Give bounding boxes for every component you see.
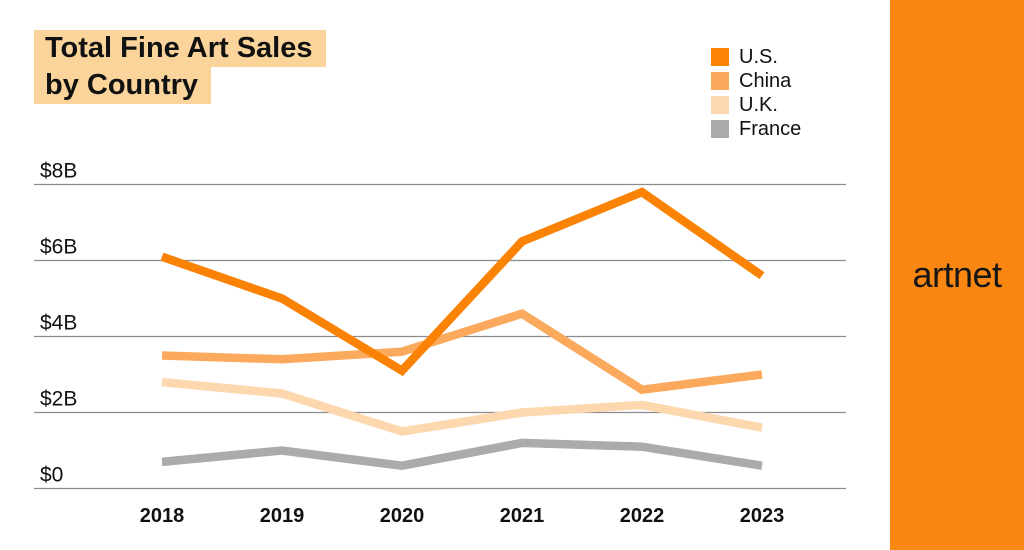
legend-swatch-china <box>711 72 729 90</box>
x-tick-label: 2022 <box>620 505 665 527</box>
legend-item-uk: U.K. <box>711 94 801 116</box>
line-chart: $8B $6B $4B $2B $0 2018 2019 2020 2021 2022 2023 <box>34 160 846 527</box>
series-line-france <box>161 438 763 471</box>
y-tick-label: $6B <box>40 236 77 259</box>
x-tick-label: 2020 <box>380 505 425 527</box>
series-line-us <box>160 187 765 377</box>
legend-label-france: France <box>739 118 802 140</box>
legend-swatch-uk <box>711 96 729 114</box>
x-tick-label: 2018 <box>140 505 185 527</box>
brand-sidebar: artnet <box>890 0 1024 550</box>
y-tick-label: $8B <box>40 160 77 183</box>
y-tick-label: $2B <box>40 388 77 411</box>
y-tick-label: $4B <box>40 312 77 335</box>
brand-logo: artnet <box>912 254 1002 295</box>
y-tick-label: $0 <box>40 464 63 487</box>
legend: U.S. China U.K. France <box>711 46 802 144</box>
chart-title-line-1: Total Fine Art Sales <box>34 30 326 67</box>
legend-swatch-france <box>711 120 729 138</box>
legend-item-us: U.S. <box>711 46 801 68</box>
x-tick-label: 2021 <box>500 505 545 527</box>
series-line-china <box>161 309 763 395</box>
x-tick-label: 2023 <box>740 505 785 527</box>
x-tick-label: 2019 <box>260 505 305 527</box>
legend-item-france: France <box>711 118 802 140</box>
legend-label-uk: U.K. <box>739 94 778 116</box>
chart-title: Total Fine Art Sales by Country <box>34 30 326 104</box>
legend-item-china: China <box>711 70 801 92</box>
series-line-uk <box>161 377 763 436</box>
legend-label-us: U.S. <box>739 46 778 68</box>
legend-label-china: China <box>739 70 792 92</box>
legend-swatch-us <box>711 48 729 66</box>
chart-title-line-2: by Country <box>34 67 212 104</box>
